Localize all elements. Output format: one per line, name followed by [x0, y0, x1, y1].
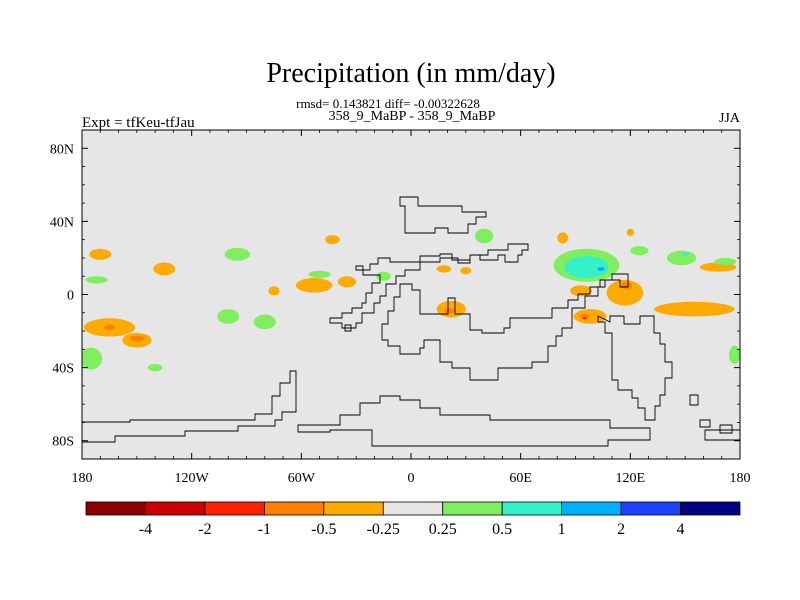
anomaly-region-26	[597, 267, 605, 271]
anomaly-region-20	[654, 301, 735, 317]
colorbar-label: 4	[677, 521, 685, 538]
y-tick-label: 0	[67, 289, 74, 304]
subtitle-right: JJA	[719, 111, 741, 126]
colorbar-box	[263, 501, 325, 516]
y-tick-label: 80N	[50, 142, 74, 157]
anomaly-region-40	[474, 228, 494, 244]
anomaly-region-28	[666, 250, 697, 266]
subtitle-center: 358_9_MaBP - 358_9_MaBP	[329, 109, 496, 124]
anomaly-region-5	[153, 262, 176, 276]
anomaly-region-14	[570, 285, 592, 297]
anomaly-region-3	[103, 324, 115, 331]
colorbar-box	[382, 501, 444, 516]
anomaly-region-11	[443, 308, 455, 314]
anomaly-region-34	[85, 276, 108, 284]
coastline-central-north	[329, 243, 529, 329]
anomaly-regions	[82, 228, 740, 372]
colorbar-box	[85, 501, 146, 516]
y-tick-label: 40S	[52, 362, 74, 377]
stats-line: rmsd= 0.143821 diff= -0.00322628	[296, 96, 480, 111]
anomaly-region-36	[253, 314, 276, 330]
anomaly-region-6	[268, 286, 280, 296]
anomaly-region-21	[557, 232, 569, 244]
anomaly-region-8	[337, 276, 357, 288]
y-tick-label: 40N	[50, 215, 74, 230]
anomaly-region-9	[325, 235, 340, 245]
colorbar-label: 0.5	[492, 521, 512, 538]
x-tick-label: 60W	[288, 471, 316, 486]
colorbar-box	[145, 501, 206, 516]
anomaly-region-7	[295, 278, 333, 293]
x-tick-label: 120E	[616, 471, 646, 486]
colorbar-box	[561, 501, 622, 516]
colorbar: -4 -2 -1 -0.5 -0.25 0.25 0.5 1 2 4	[85, 501, 741, 538]
anomaly-region-32	[376, 271, 391, 281]
anomaly-region-12	[436, 265, 452, 273]
colorbar-label: 2	[617, 521, 625, 538]
coastline-central-south	[381, 273, 629, 381]
x-tick-label: 180	[730, 471, 751, 486]
anomaly-region-16	[580, 313, 590, 320]
colorbar-label: 1	[558, 521, 566, 538]
coastlines	[82, 196, 740, 447]
x-tick-label: 180	[72, 471, 93, 486]
anomaly-region-31	[224, 247, 251, 261]
coastline-antarctic-east	[297, 395, 651, 447]
x-axis: 180 120W 60W 0 60E 120E 180	[72, 130, 751, 486]
anomaly-region-25	[564, 256, 609, 279]
anomaly-region-33	[308, 270, 331, 279]
anomaly-region-13	[460, 267, 472, 275]
colorbar-label: -1	[258, 521, 271, 538]
colorbar-box	[442, 501, 503, 516]
anomaly-region-29	[681, 252, 689, 257]
coastline-south-east	[597, 315, 673, 421]
y-tick-label: 80S	[52, 435, 74, 450]
x-tick-label: 60E	[509, 471, 532, 486]
colorbar-box	[501, 501, 563, 516]
colorbar-box	[323, 501, 384, 516]
anomaly-region-38	[147, 363, 163, 372]
anomaly-region-27	[630, 246, 649, 256]
anomaly-region-39	[729, 345, 740, 364]
colorbar-label: 0.25	[429, 521, 457, 538]
coastline-antarctic-band	[82, 370, 297, 443]
subtitle-left: Expt = tfKeu-tfJau	[82, 115, 195, 131]
coastline-north-island	[399, 196, 487, 234]
colorbar-box	[204, 501, 265, 516]
colorbar-label: -2	[198, 521, 211, 538]
colorbar-label: -4	[139, 521, 152, 538]
anomaly-region-2	[129, 335, 145, 342]
colorbar-label: -0.5	[311, 521, 336, 538]
anomaly-region-4	[89, 248, 112, 260]
colorbar-box	[680, 501, 741, 516]
x-tick-label: 120W	[175, 471, 210, 486]
anomaly-region-22	[626, 228, 634, 237]
anomaly-region-30	[714, 257, 737, 266]
anomaly-region-37	[82, 347, 103, 370]
anomaly-region-35	[217, 309, 240, 324]
colorbar-box	[620, 501, 681, 516]
anomaly-region-17	[582, 316, 587, 320]
anomaly-region-19	[621, 281, 633, 290]
chart-title: Precipitation (in mm/day)	[266, 58, 555, 89]
coastline-small-islands	[344, 324, 740, 441]
x-tick-label: 0	[408, 471, 415, 486]
y-axis: 80N 40N 0 40S 80S	[50, 142, 740, 450]
anomaly-region-18	[606, 279, 644, 306]
colorbar-label: -0.25	[367, 521, 400, 538]
